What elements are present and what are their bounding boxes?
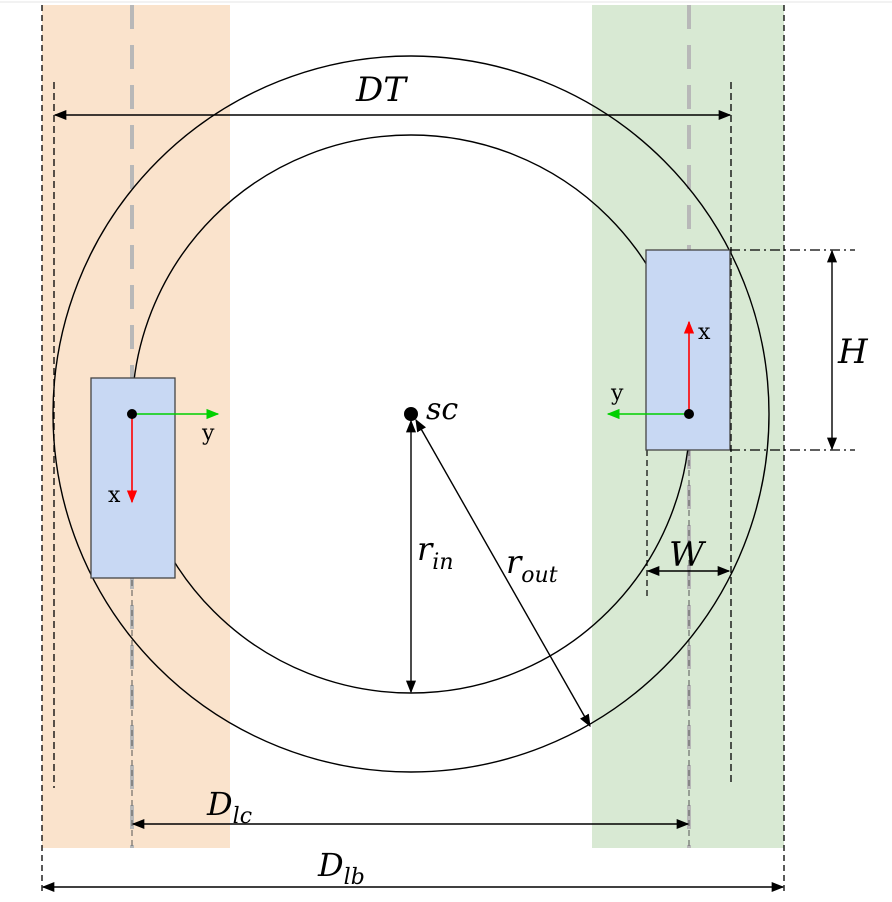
left-y-axis-label: y [201,421,215,446]
d-lc-label: Dlc [206,785,252,829]
center-point [404,407,418,421]
r-in-label: rin [417,530,454,575]
left-x-axis-label: x [108,483,121,508]
right-y-axis-label: y [610,381,624,406]
right-x-axis-label: x [698,320,711,345]
left-vehicle-origin [127,409,137,419]
left-vehicle [90,377,176,579]
outer-circle [52,55,770,773]
d-lb-label: Dlb [317,846,365,890]
h-label: H [837,332,869,372]
right-vehicle-origin [684,409,694,419]
r-out-label: rout [506,543,558,588]
dt-label: DT [355,70,408,110]
sc-label: sc [426,392,458,427]
right-vehicle [645,249,731,451]
w-label: W [669,535,707,575]
r-out-dimension-arrow [415,418,591,728]
